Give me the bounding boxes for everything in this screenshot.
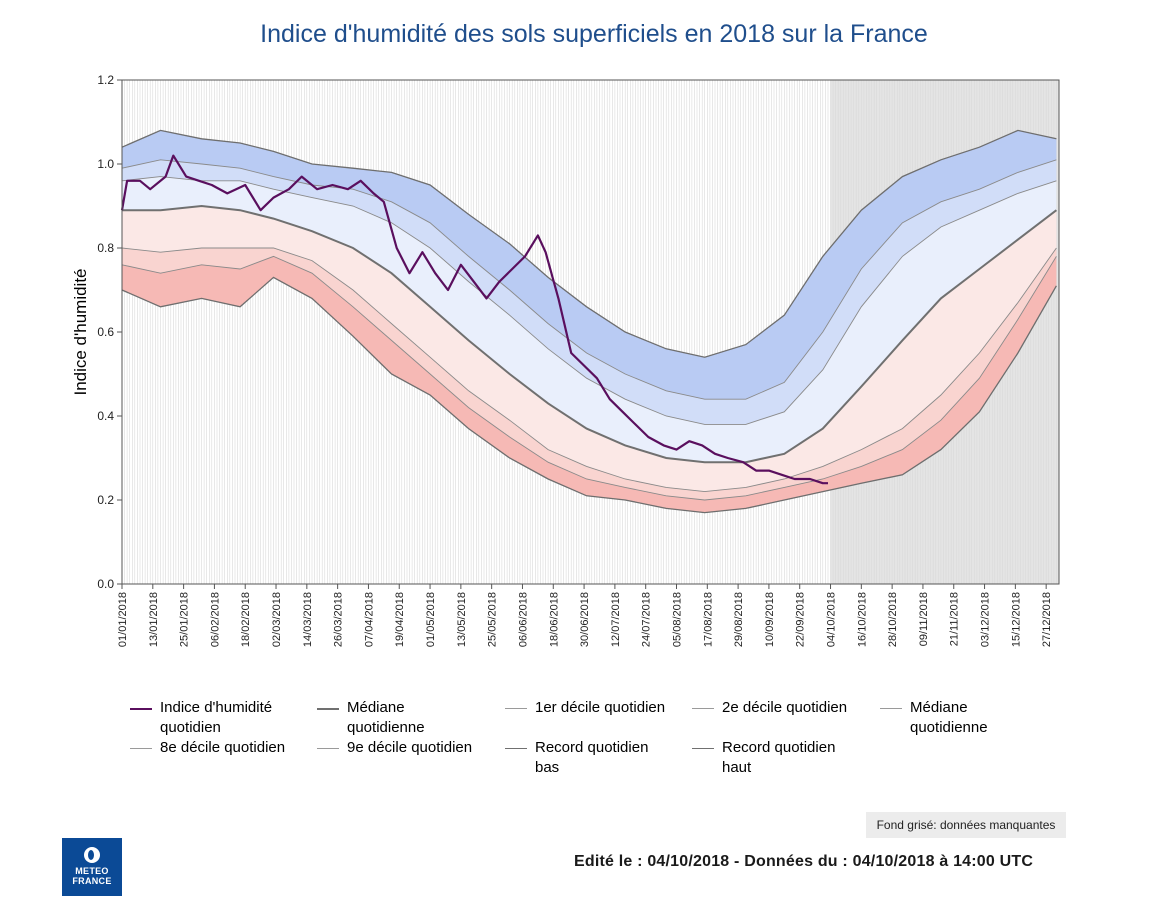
y-tick-label: 0.8 xyxy=(97,241,114,255)
legend-label: Record quotidien haut xyxy=(722,739,836,776)
legend-item: Indice d'humidité quotidien xyxy=(130,698,272,738)
legend-label: Médiane quotidienne xyxy=(910,699,988,736)
x-tick-label: 03/12/2018 xyxy=(980,592,992,647)
logo-line-1: METEO xyxy=(75,866,109,876)
legend-item: 9e décile quotidien xyxy=(317,738,472,758)
y-axis-label: Indice d'humidité xyxy=(71,268,90,395)
missing-data-note: Fond grisé: données manquantes xyxy=(866,812,1066,838)
chart-plot: 0.0 0.2 0.4 0.6 0.8 1.0 1.2 01/01/2018 13/01/201… xyxy=(71,73,1060,647)
x-tick-label: 10/09/2018 xyxy=(764,592,776,647)
x-tick-label: 25/05/2018 xyxy=(487,592,499,647)
series-line-0 xyxy=(121,276,1057,514)
legend-swatch xyxy=(130,748,152,749)
series-line-5 xyxy=(121,159,1057,400)
legend-label: 2e décile quotidien xyxy=(722,699,848,716)
x-tick-label: 09/11/2018 xyxy=(918,592,930,646)
x-tick-label: 22/09/2018 xyxy=(795,592,807,647)
x-tick-label: 30/06/2018 xyxy=(579,592,591,647)
legend-item: 1er décile quotidien xyxy=(505,698,665,718)
series-line-1 xyxy=(121,255,1057,501)
legend-swatch xyxy=(692,748,714,749)
meteo-france-emblem-icon xyxy=(84,847,100,863)
legend-label: Record quotidien bas xyxy=(535,739,649,776)
legend-label: 8e décile quotidien xyxy=(160,739,286,756)
x-tick-label: 13/01/2018 xyxy=(148,592,160,647)
x-tick-label: 02/03/2018 xyxy=(271,592,283,647)
series-line-2 xyxy=(121,247,1057,493)
y-tick-label: 0.0 xyxy=(97,577,114,591)
x-tick-label: 28/10/2018 xyxy=(887,592,899,647)
envelope-band-4 xyxy=(122,176,1057,463)
legend-swatch xyxy=(505,748,527,749)
legend-label: Indice d'humidité quotidien xyxy=(160,699,273,736)
legend-label: Médiane quotidienne xyxy=(347,699,425,736)
series-line-4 xyxy=(121,176,1057,425)
legend-item: Record quotidien haut xyxy=(692,738,835,778)
series-line-3 xyxy=(122,204,1058,464)
legend-label: 1er décile quotidien xyxy=(535,699,666,716)
x-tick-label: 05/08/2018 xyxy=(671,592,683,647)
x-tick-label: 26/03/2018 xyxy=(333,592,345,647)
x-tick-label: 01/01/2018 xyxy=(117,592,129,647)
x-tick-label: 25/01/2018 xyxy=(179,592,191,647)
envelope-band-3 xyxy=(122,206,1057,492)
legend-label: 9e décile quotidien xyxy=(347,739,473,756)
x-tick-label: 06/06/2018 xyxy=(517,592,529,647)
y-tick-label: 1.0 xyxy=(97,157,114,171)
legend-swatch xyxy=(317,748,339,749)
legend-item: 2e décile quotidien xyxy=(692,698,847,718)
legend-item: Médiane quotidienne xyxy=(880,698,988,738)
x-tick-label: 21/11/2018 xyxy=(949,592,961,646)
x-tick-label: 14/03/2018 xyxy=(302,592,314,647)
series-line-6 xyxy=(121,129,1057,358)
x-tick-label: 18/02/2018 xyxy=(240,592,252,647)
x-tick-label: 07/04/2018 xyxy=(363,592,375,647)
legend-swatch xyxy=(505,708,527,709)
legend-swatch xyxy=(692,708,714,709)
meteo-france-logo: METEO FRANCE xyxy=(62,838,122,896)
y-tick-label: 1.2 xyxy=(97,73,114,87)
series-line-humidity-index xyxy=(120,154,828,485)
legend-swatch xyxy=(880,708,902,709)
x-tick-label: 19/04/2018 xyxy=(394,592,406,647)
chart-title: Indice d'humidité des sols superficiels … xyxy=(260,20,928,48)
x-tick-label: 06/02/2018 xyxy=(209,592,221,647)
x-tick-label: 18/06/2018 xyxy=(548,592,560,647)
y-tick-label: 0.2 xyxy=(97,493,114,507)
x-tick-label: 15/12/2018 xyxy=(1010,592,1022,647)
logo-line-2: FRANCE xyxy=(72,876,112,886)
y-tick-label: 0.6 xyxy=(97,325,114,339)
envelope-band-6 xyxy=(122,130,1057,400)
y-tick-label: 0.4 xyxy=(97,409,114,423)
legend-swatch xyxy=(317,708,339,710)
x-tick-label: 24/07/2018 xyxy=(641,592,653,647)
edition-footer: Edité le : 04/10/2018 - Données du : 04/… xyxy=(574,853,1034,870)
x-tick-label: 29/08/2018 xyxy=(733,592,745,647)
x-tick-label: 17/08/2018 xyxy=(702,592,714,647)
x-tick-label: 13/05/2018 xyxy=(456,592,468,647)
x-tick-label: 04/10/2018 xyxy=(826,592,838,647)
legend-item: 8e décile quotidien xyxy=(130,738,285,758)
envelope-band-5 xyxy=(122,159,1057,425)
x-tick-label: 01/05/2018 xyxy=(425,592,437,647)
envelope-band-1 xyxy=(122,256,1057,513)
legend-item: Record quotidien bas xyxy=(505,738,648,778)
legend-item: Médiane quotidienne xyxy=(317,698,425,738)
x-tick-label: 12/07/2018 xyxy=(610,592,622,647)
x-tick-label: 27/12/2018 xyxy=(1041,592,1053,647)
legend-swatch xyxy=(130,708,152,710)
x-tick-label: 16/10/2018 xyxy=(856,592,868,647)
